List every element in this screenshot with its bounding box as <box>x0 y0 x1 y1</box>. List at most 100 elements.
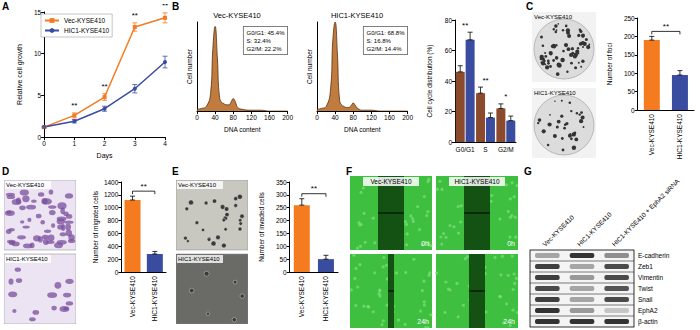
svg-text:250: 250 <box>276 204 287 211</box>
svg-text:24h: 24h <box>503 318 515 325</box>
svg-text:250: 250 <box>624 15 635 22</box>
svg-text:100: 100 <box>624 70 635 77</box>
svg-text:EphA2: EphA2 <box>638 307 658 315</box>
svg-text:800: 800 <box>108 217 119 224</box>
svg-text:1400: 1400 <box>104 179 119 186</box>
svg-text:HIC1-KYSE410: HIC1-KYSE410 <box>676 114 683 160</box>
svg-text:G0/G1: 45.4%: G0/G1: 45.4% <box>246 30 285 36</box>
svg-text:15: 15 <box>34 9 42 16</box>
svg-text:HIC1-KYSE410: HIC1-KYSE410 <box>178 256 220 262</box>
svg-text:HIC1-KYSE410: HIC1-KYSE410 <box>331 11 383 20</box>
svg-text:0: 0 <box>448 139 452 146</box>
svg-text:S: S <box>483 146 488 153</box>
svg-text:**: ** <box>162 4 168 10</box>
svg-text:HIC1-KYSE410 + EphA2 siRNA: HIC1-KYSE410 + EphA2 siRNA <box>610 177 681 248</box>
svg-text:HIC1-KYSE410: HIC1-KYSE410 <box>576 211 613 248</box>
svg-text:Cell number: Cell number <box>186 48 193 84</box>
svg-text:Number of foci: Number of foci <box>606 43 613 85</box>
svg-text:400: 400 <box>108 243 119 250</box>
svg-text:0: 0 <box>115 269 119 276</box>
svg-text:DNA content: DNA content <box>344 126 381 133</box>
svg-text:HIC1-KYSE410: HIC1-KYSE410 <box>454 178 500 185</box>
svg-text:Relative cell growth: Relative cell growth <box>16 44 24 105</box>
svg-text:HIC1-KYSE410: HIC1-KYSE410 <box>6 256 48 262</box>
svg-text:80: 80 <box>230 114 238 121</box>
svg-text:HIC1-KYSE410: HIC1-KYSE410 <box>64 27 110 34</box>
svg-text:Vec-KYSE410: Vec-KYSE410 <box>370 178 412 185</box>
svg-text:E-cadherin: E-cadherin <box>638 252 670 259</box>
svg-text:2: 2 <box>103 140 107 147</box>
svg-text:80: 80 <box>350 114 358 121</box>
svg-text:100: 100 <box>276 243 287 250</box>
svg-text:200: 200 <box>624 33 635 40</box>
svg-text:1200: 1200 <box>104 191 119 198</box>
svg-text:40: 40 <box>331 114 339 121</box>
svg-text:300: 300 <box>276 191 287 198</box>
svg-text:120: 120 <box>366 114 377 121</box>
svg-text:160: 160 <box>384 114 395 121</box>
svg-text:0: 0 <box>38 134 42 141</box>
svg-text:Cell number: Cell number <box>306 48 313 84</box>
svg-text:**: ** <box>482 76 488 85</box>
svg-text:G2/M: 14.4%: G2/M: 14.4% <box>366 46 402 52</box>
svg-text:0h: 0h <box>421 240 429 247</box>
svg-text:HIC1-KYSE410: HIC1-KYSE410 <box>151 276 158 322</box>
svg-text:G0/G1: 68.8%: G0/G1: 68.8% <box>366 30 405 36</box>
svg-text:200: 200 <box>282 114 293 121</box>
svg-text:0: 0 <box>195 114 199 121</box>
svg-text:120: 120 <box>246 114 257 121</box>
svg-text:5: 5 <box>38 92 42 99</box>
svg-text:Vec-KYSE410: Vec-KYSE410 <box>178 182 217 188</box>
svg-text:50: 50 <box>280 256 288 263</box>
svg-text:Vec-KYSE410: Vec-KYSE410 <box>534 14 573 20</box>
svg-text:200: 200 <box>276 217 287 224</box>
svg-text:60: 60 <box>445 47 453 54</box>
svg-text:Vec-KYSE410: Vec-KYSE410 <box>213 11 261 20</box>
svg-text:**: ** <box>663 22 669 31</box>
svg-text:0: 0 <box>283 269 287 276</box>
svg-text:G2/M: G2/M <box>498 146 514 153</box>
svg-text:Days: Days <box>97 152 113 160</box>
svg-text:Twist: Twist <box>638 285 653 292</box>
svg-text:350: 350 <box>276 179 287 186</box>
svg-text:**: ** <box>462 21 468 30</box>
svg-text:1: 1 <box>73 140 77 147</box>
svg-text:80: 80 <box>445 17 453 24</box>
svg-text:50: 50 <box>628 88 636 95</box>
svg-text:Number of migrated cells: Number of migrated cells <box>92 190 100 263</box>
svg-text:Number of invaded cells: Number of invaded cells <box>258 191 265 261</box>
svg-text:1000: 1000 <box>104 204 119 211</box>
svg-text:0: 0 <box>631 107 635 114</box>
svg-text:160: 160 <box>264 114 275 121</box>
svg-text:Vec-KYSE410: Vec-KYSE410 <box>6 182 45 188</box>
svg-text:Vec-KYSE410: Vec-KYSE410 <box>64 17 106 24</box>
svg-text:24h: 24h <box>417 318 429 325</box>
svg-text:600: 600 <box>108 230 119 237</box>
svg-text:**: ** <box>71 101 77 110</box>
svg-text:**: ** <box>311 184 317 193</box>
svg-text:G0/G1: G0/G1 <box>456 146 476 153</box>
svg-text:0h: 0h <box>507 240 515 247</box>
svg-text:40: 40 <box>211 114 219 121</box>
svg-text:Vec-KYSE410: Vec-KYSE410 <box>541 213 575 247</box>
svg-text:**: ** <box>132 11 138 20</box>
svg-text:Vec-KYSE410: Vec-KYSE410 <box>129 276 136 318</box>
svg-text:Vimentin: Vimentin <box>638 274 664 281</box>
svg-text:Vec-KYSE410: Vec-KYSE410 <box>648 114 655 156</box>
svg-text:0: 0 <box>42 140 46 147</box>
svg-text:β-actin: β-actin <box>638 318 658 326</box>
svg-text:3: 3 <box>133 140 137 147</box>
svg-text:*: * <box>504 92 507 101</box>
svg-text:200: 200 <box>108 256 119 263</box>
svg-text:200: 200 <box>402 114 413 121</box>
svg-text:DNA content: DNA content <box>224 126 261 133</box>
svg-text:S: 16.8%: S: 16.8% <box>366 38 391 44</box>
svg-text:HIC1-KYSE410: HIC1-KYSE410 <box>534 90 576 96</box>
svg-text:HIC1-KYSE410: HIC1-KYSE410 <box>322 276 329 322</box>
svg-text:G2/M: 22.2%: G2/M: 22.2% <box>246 46 282 52</box>
svg-text:S: 32.4%: S: 32.4% <box>246 38 271 44</box>
svg-text:Zeb1: Zeb1 <box>638 263 653 270</box>
svg-text:Vec-KYSE410: Vec-KYSE410 <box>298 276 305 318</box>
svg-text:10: 10 <box>34 50 42 57</box>
svg-text:150: 150 <box>624 51 635 58</box>
